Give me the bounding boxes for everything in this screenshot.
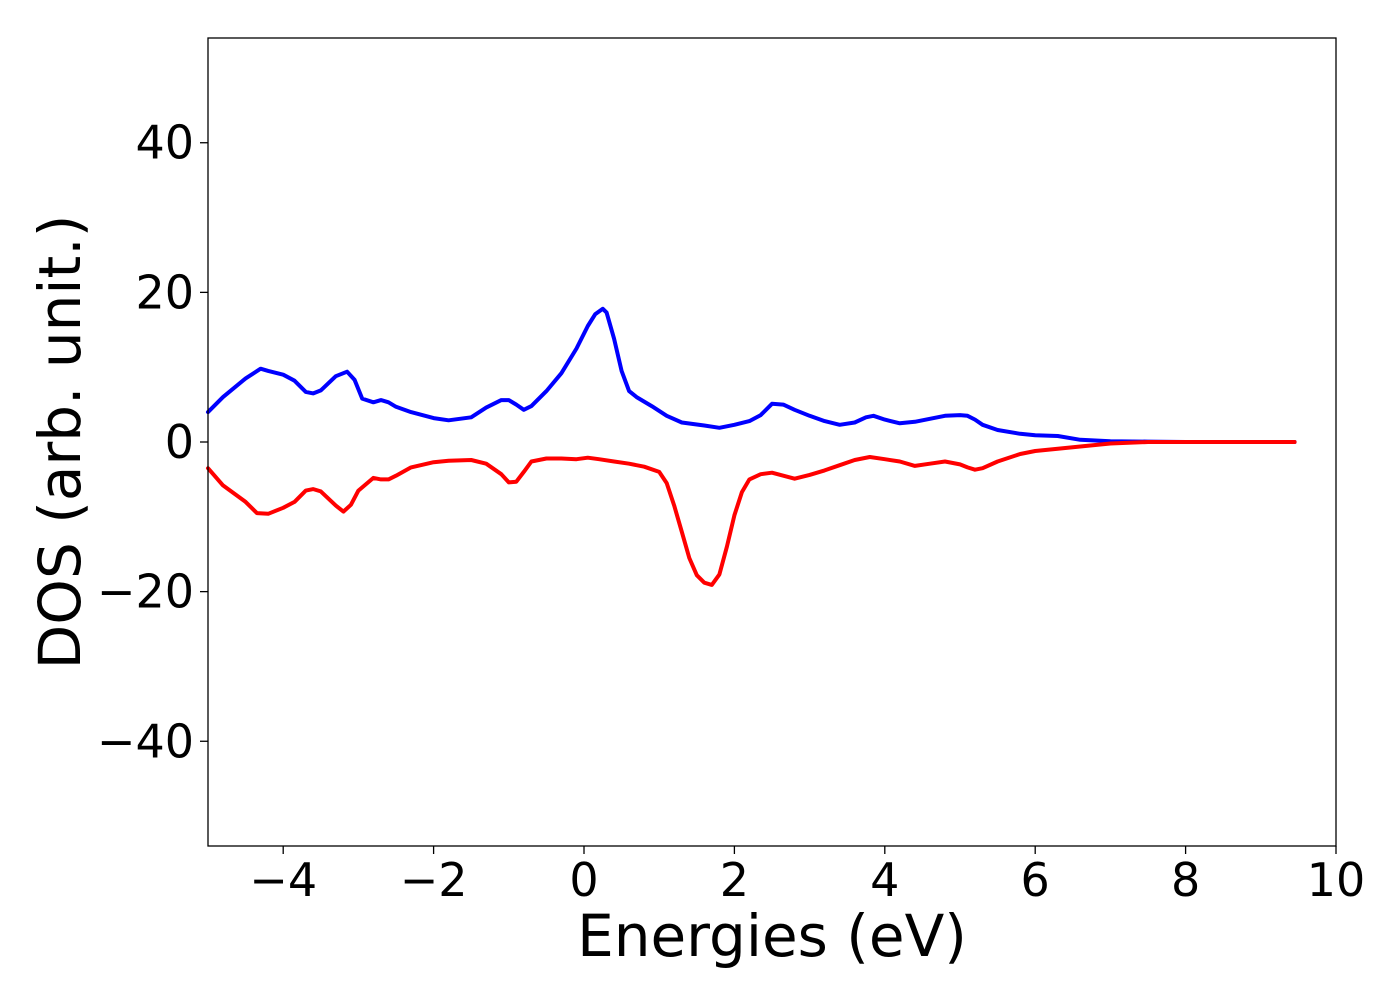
y-tick-label: 20 <box>135 265 194 319</box>
x-tick-label: −2 <box>400 853 468 907</box>
x-tick-label: 8 <box>1171 853 1200 907</box>
x-axis-title: Energies (eV) <box>577 902 967 970</box>
x-tick-label: 6 <box>1021 853 1050 907</box>
x-tick-label: 0 <box>569 853 598 907</box>
x-tick-label: 10 <box>1307 853 1366 907</box>
y-axis-title: DOS (arb. unit.) <box>26 215 94 670</box>
x-tick-label: 2 <box>720 853 749 907</box>
series-line-1 <box>206 440 1297 587</box>
plot-layer <box>206 306 1297 587</box>
y-tick-label: −40 <box>97 714 194 768</box>
series-line-0 <box>206 306 1297 444</box>
x-tick-label: 4 <box>870 853 899 907</box>
y-tick-label: 40 <box>135 116 194 170</box>
y-axis: −40 −20 0 20 40 <box>97 116 208 768</box>
y-tick-label: 0 <box>165 415 194 469</box>
y-tick-label: −20 <box>97 565 194 619</box>
x-axis: −4 −2 0 2 4 6 8 10 <box>249 846 1365 907</box>
x-tick-label: −4 <box>249 853 317 907</box>
